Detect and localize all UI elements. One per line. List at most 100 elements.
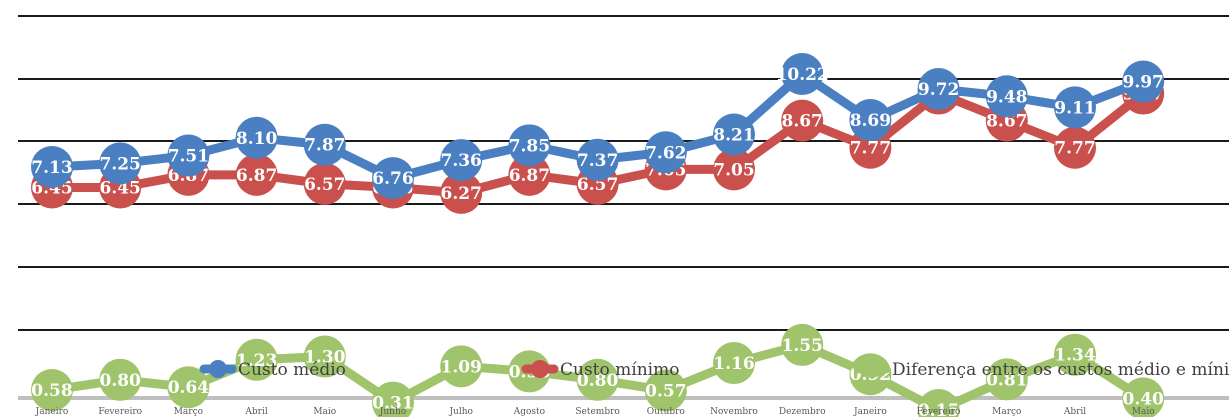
data-point [303,335,346,378]
data-point [985,75,1028,118]
x-tick-label: Setembro [575,407,619,417]
legend-label: Custo mínimo [560,360,679,380]
x-tick-label: Abril [1063,407,1086,417]
data-point [1054,333,1096,376]
data-label: 7.62 [645,143,686,163]
data-point [713,113,755,156]
x-tick-label: Fevereiro [917,407,961,417]
data-label: 1.16 [713,354,754,374]
data-point [440,171,483,214]
legend-item-3: Diferença entre os custos médio e mínimo [853,360,1229,380]
data-point [713,148,755,191]
data-point [781,99,824,142]
data-label: 9.48 [986,87,1027,107]
data-point [781,52,824,95]
legend-marker [209,360,227,378]
data-label: 9.11 [1054,98,1095,118]
data-point [917,389,960,417]
data-label: 7.77 [850,139,891,159]
data-label: 0.64 [168,378,210,398]
legend-item-2: Custo mínimo [521,360,679,380]
data-point [99,358,142,401]
x-tick-label: Maio [1132,407,1155,417]
data-label: 0.80 [99,371,141,391]
legend-item-1: Custo médio [199,360,346,380]
x-tick-label: Junho [379,407,406,417]
data-label: 6.57 [577,175,618,195]
data-point [781,323,824,366]
x-tick-label: Novembro [710,407,758,417]
data-label: 9.97 [1122,73,1163,93]
series-3: 0.580.800.641.231.300.311.090.980.800.57… [31,323,1165,417]
legend-label: Diferença entre os custos médio e mínimo [892,360,1229,380]
data-point [235,153,278,196]
data-point [1054,86,1096,129]
data-label: 1.55 [781,336,822,356]
x-tick-label: Janeiro [853,407,887,417]
x-tick-label: Julho [448,407,473,417]
data-point [167,366,210,409]
data-label: 7.05 [713,160,754,180]
data-point [31,369,73,412]
data-label: 8.67 [781,112,822,132]
data-point [917,68,960,111]
data-point [303,162,346,205]
data-label: 8.21 [713,125,754,145]
data-label: 6.87 [509,166,550,186]
data-label: 6.27 [440,184,481,204]
data-label: 7.85 [509,136,550,156]
x-tick-label: Março [174,407,203,417]
data-label: 8.69 [850,111,891,131]
data-label: 6.87 [236,166,277,186]
gridlines [18,15,1229,400]
data-point [644,369,687,412]
x-tick-label: Março [992,407,1021,417]
data-label: 9.72 [918,80,959,100]
data-label: 1.34 [1054,346,1096,366]
data-label: 10.22 [776,65,829,85]
data-label: 0.80 [577,371,619,391]
data-point [303,123,346,166]
data-point [440,139,483,182]
data-point [576,358,619,401]
data-point [235,338,278,381]
data-label: 7.77 [1054,139,1095,159]
x-tick-label: Maio [313,407,336,417]
data-point [1054,126,1096,169]
series-1: 7.13 7.25 7.51 8.10 7.87 6.76 7.36 7.85 7.37 7.62… [31,52,1165,200]
data-point [849,99,892,142]
data-label: 7.51 [168,147,209,167]
data-point [576,138,619,181]
data-point [644,131,687,174]
data-point [1122,60,1165,103]
legend-marker [863,360,881,378]
legend: Custo médio Custo mínimo Diferença entre o… [199,360,1229,380]
data-label: 8.67 [986,112,1027,132]
data-point [31,146,73,188]
data-point [440,345,483,388]
x-tick-label: Janeiro [35,407,69,417]
x-tick-label: Agosto [513,407,545,417]
data-label: 6.57 [304,175,345,195]
x-tick-label: Fevereiro [98,407,142,417]
data-point [985,358,1028,401]
x-tick-label: Outubro [647,407,685,417]
series-layer: 0.580.800.641.231.300.311.090.980.800.57… [31,52,1165,417]
data-label: 0.81 [986,370,1027,390]
data-point [713,342,755,385]
data-label: 6.45 [99,178,140,198]
data-point [372,381,414,417]
data-point [1122,377,1165,417]
legend-marker [531,360,549,378]
data-point [372,157,414,200]
data-label: 7.25 [99,154,140,174]
data-label: 7.13 [31,158,72,178]
x-tick-label: Dezembro [779,407,826,417]
data-point [99,142,142,185]
data-label: 0.57 [645,381,686,401]
data-label: 1.09 [440,357,481,377]
data-point [167,134,210,177]
data-label: 6.76 [372,169,413,189]
